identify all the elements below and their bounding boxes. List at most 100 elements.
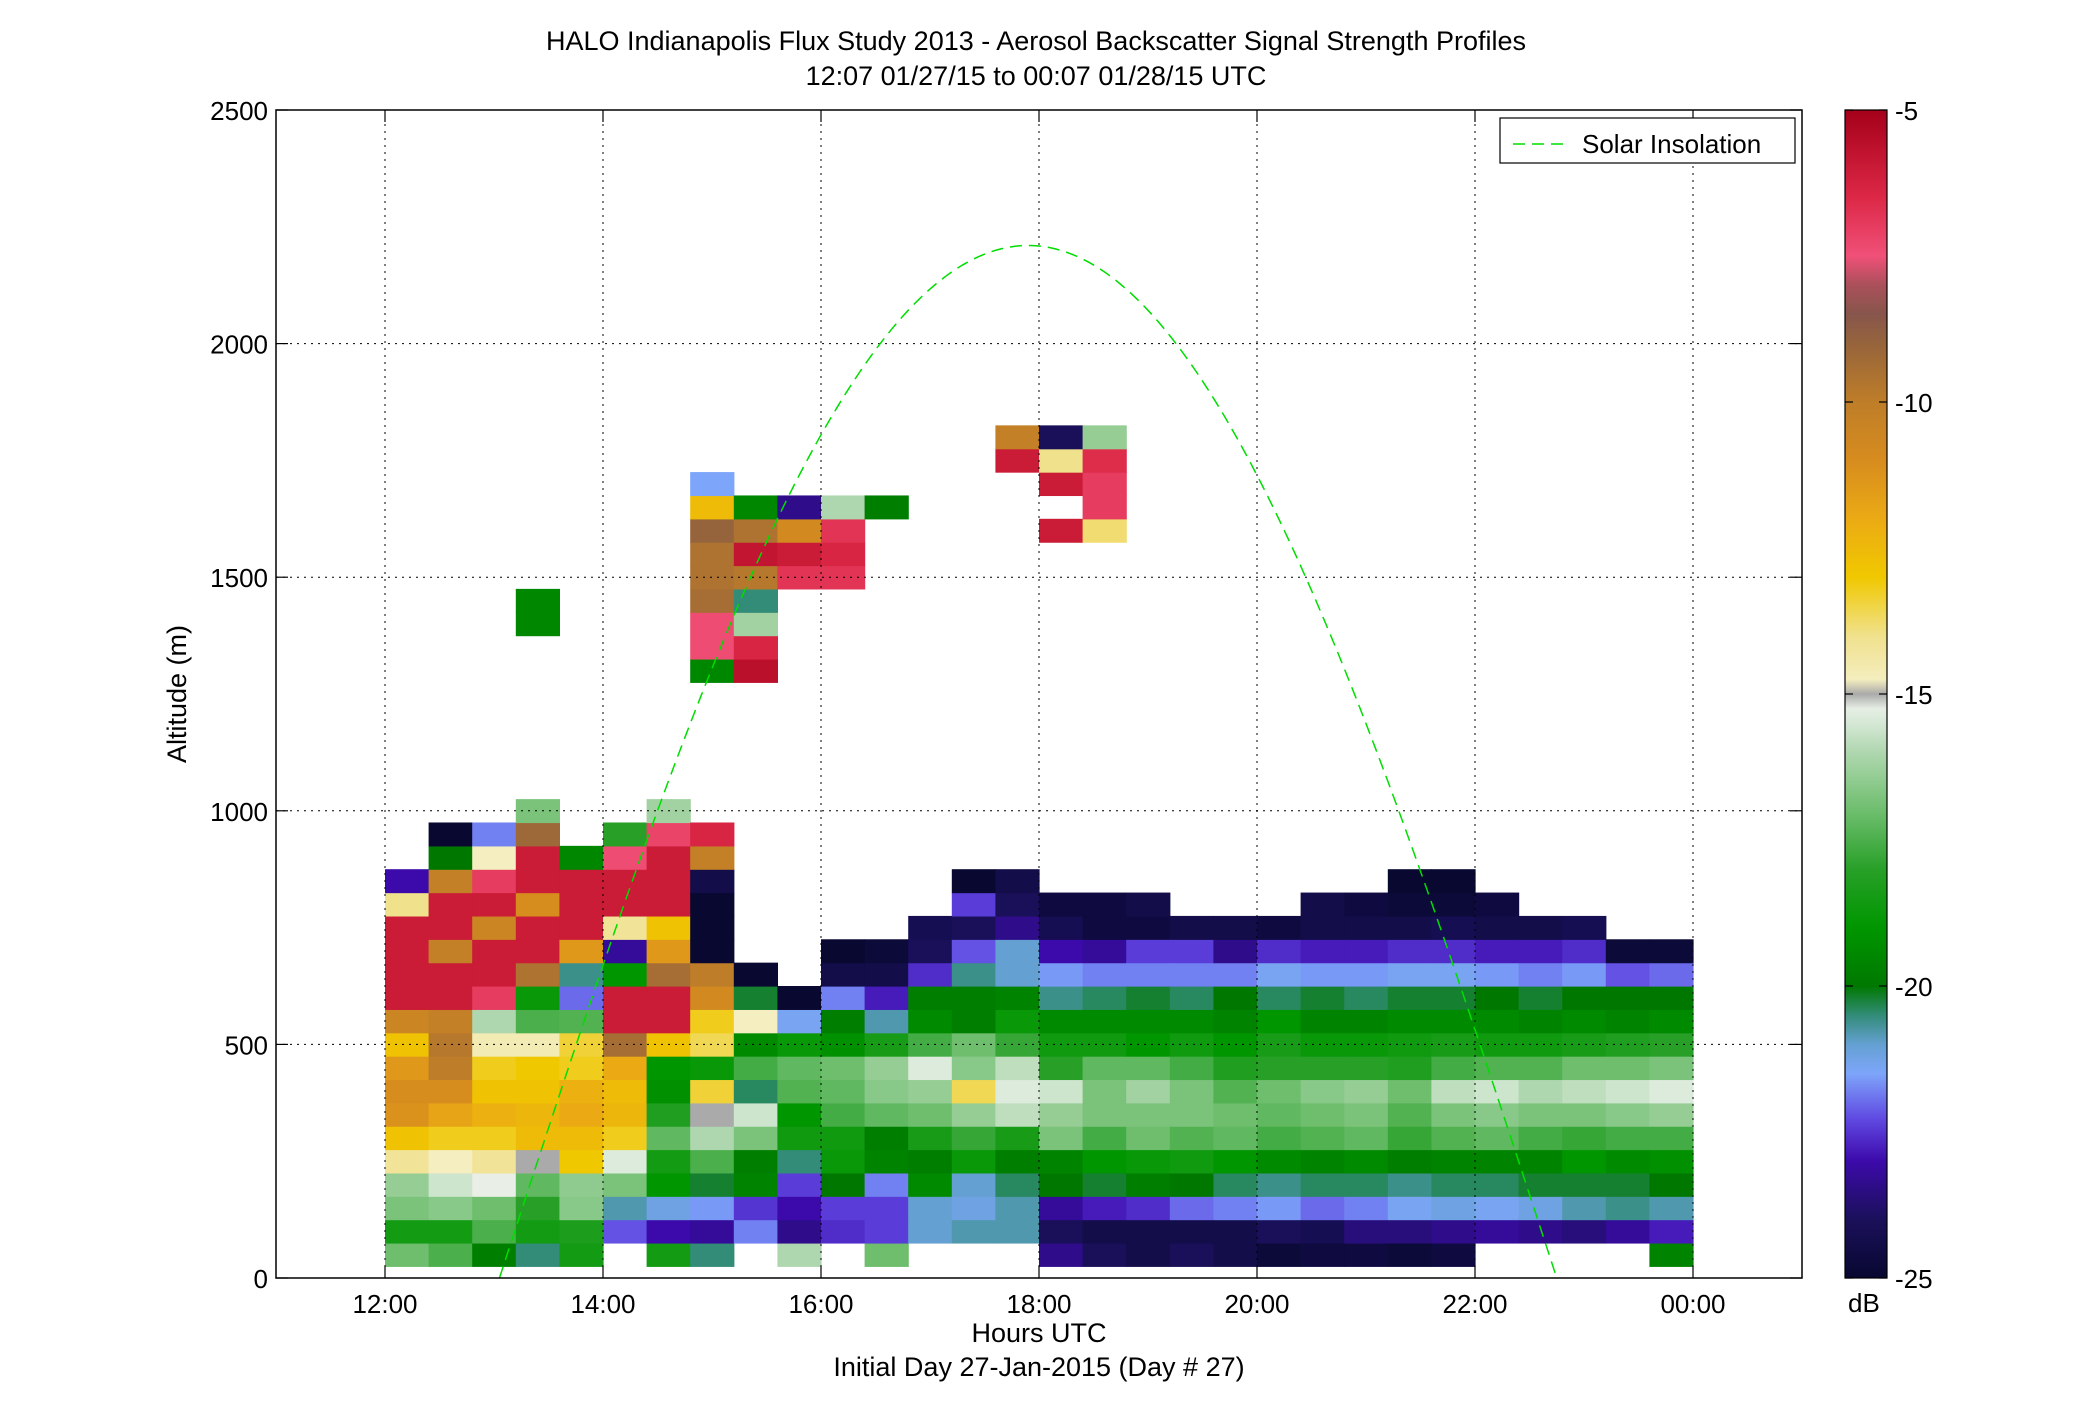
heatmap-cell [733, 518, 778, 543]
heatmap-cell [1431, 915, 1476, 940]
heatmap-cell [1344, 962, 1389, 987]
heatmap-cell [1649, 1172, 1694, 1197]
legend-label-solar-insolation: Solar Insolation [1582, 129, 1761, 159]
heatmap-cell [1387, 962, 1432, 987]
heatmap-cell [690, 1079, 735, 1104]
heatmap-cell [515, 1056, 560, 1081]
heatmap-cell [1169, 1149, 1214, 1174]
heatmap-cell [733, 565, 778, 590]
heatmap-cell [385, 1126, 430, 1151]
heatmap-cell [428, 939, 473, 964]
heatmap-cell [1344, 1102, 1389, 1127]
heatmap-cell [385, 892, 430, 917]
heatmap-cell [1387, 1172, 1432, 1197]
heatmap-cell [733, 1196, 778, 1221]
heatmap-cell [995, 425, 1040, 450]
colorbar-tick-label: -5 [1895, 96, 1918, 126]
heatmap-cell [1169, 1032, 1214, 1057]
heatmap-cell [733, 1102, 778, 1127]
heatmap-cell [515, 799, 560, 824]
heatmap-cell [1605, 939, 1650, 964]
heatmap-cell [995, 1009, 1040, 1034]
heatmap-cell [1649, 1032, 1694, 1057]
heatmap-cell [1475, 892, 1520, 917]
heatmap-cell [777, 1242, 822, 1267]
x-axis-sublabel: Initial Day 27-Jan-2015 (Day # 27) [833, 1352, 1244, 1382]
heatmap-cell [515, 1172, 560, 1197]
heatmap-cell [646, 1149, 691, 1174]
heatmap-cell [821, 1219, 866, 1244]
heatmap-cell [951, 892, 996, 917]
heatmap-cell [908, 1079, 953, 1104]
heatmap-cell [1431, 1196, 1476, 1221]
heatmap-cell [690, 1172, 735, 1197]
heatmap-cell [733, 588, 778, 613]
heatmap-cell [1082, 986, 1127, 1010]
heatmap-cell [1169, 1009, 1214, 1034]
heatmap-cell [1039, 1172, 1084, 1197]
heatmap-cell [1039, 915, 1084, 940]
heatmap-cell [559, 1032, 604, 1057]
heatmap-cell [559, 939, 604, 964]
heatmap-cell [821, 1102, 866, 1127]
heatmap-cell [1518, 1056, 1563, 1081]
heatmap-cell [603, 892, 648, 917]
heatmap-cell [1518, 1172, 1563, 1197]
heatmap-cell [515, 612, 560, 637]
heatmap-cell [428, 915, 473, 940]
heatmap-cell [864, 1196, 909, 1221]
heatmap-cell [995, 1102, 1040, 1127]
y-axis-ticks: 0 500 1000 1500 2000 2500 [210, 96, 1802, 1294]
heatmap-cell [1387, 986, 1432, 1010]
heatmap-cell [777, 1032, 822, 1057]
heatmap-cell [1300, 1079, 1345, 1104]
heatmap-cell [385, 1149, 430, 1174]
heatmap-cell [428, 822, 473, 847]
heatmap-cell [777, 1196, 822, 1221]
heatmap-cell [995, 915, 1040, 940]
heatmap-cell [1257, 1149, 1302, 1174]
heatmap-cell [559, 1126, 604, 1151]
heatmap-cell [690, 1102, 735, 1127]
heatmap-cell [1387, 915, 1432, 940]
heatmap-cell [690, 1009, 735, 1034]
heatmap-cell [1039, 1219, 1084, 1244]
heatmap-cell [1475, 1079, 1520, 1104]
heatmap-cell [1213, 1079, 1258, 1104]
x-tick-label: 18:00 [1006, 1289, 1071, 1319]
heatmap-cell [1300, 1102, 1345, 1127]
legend-box: Solar Insolation [1499, 117, 1796, 164]
heatmap-cell [1387, 1009, 1432, 1034]
heatmap-cell [603, 1196, 648, 1221]
heatmap-cell [1300, 1056, 1345, 1081]
heatmap-cell [646, 1219, 691, 1244]
heatmap-cell [428, 1032, 473, 1057]
heatmap-cell [1387, 1056, 1432, 1081]
heatmap-cell [1082, 939, 1127, 964]
heatmap-cell [690, 1149, 735, 1174]
heatmap-cell [733, 1172, 778, 1197]
heatmap-cell [1126, 1009, 1171, 1034]
heatmap-cell [1082, 915, 1127, 940]
heatmap-cell [646, 939, 691, 964]
heatmap-cell [1518, 1079, 1563, 1104]
heatmap-cell [1562, 1102, 1607, 1127]
heatmap-cell [951, 939, 996, 964]
heatmap-cell [1344, 1126, 1389, 1151]
heatmap-cell [1082, 1242, 1127, 1267]
heatmap-cell [515, 1219, 560, 1244]
heatmap-cell [1213, 986, 1258, 1010]
heatmap-cell [690, 1196, 735, 1221]
heatmap-cell [690, 845, 735, 870]
heatmap-cell [690, 565, 735, 590]
heatmap-cell [1213, 1242, 1258, 1267]
heatmap-cell [472, 1056, 517, 1081]
heatmap-cell [1562, 1149, 1607, 1174]
heatmap-cell [733, 635, 778, 660]
heatmap-cell [1387, 1102, 1432, 1127]
heatmap-cell [428, 986, 473, 1010]
heatmap-cell [821, 986, 866, 1010]
heatmap-cell [1300, 1149, 1345, 1174]
plot-area: 12:00 14:00 16:00 18:00 20:00 22:00 00:00 0 500… [210, 96, 1803, 1319]
heatmap-cell [733, 1079, 778, 1104]
